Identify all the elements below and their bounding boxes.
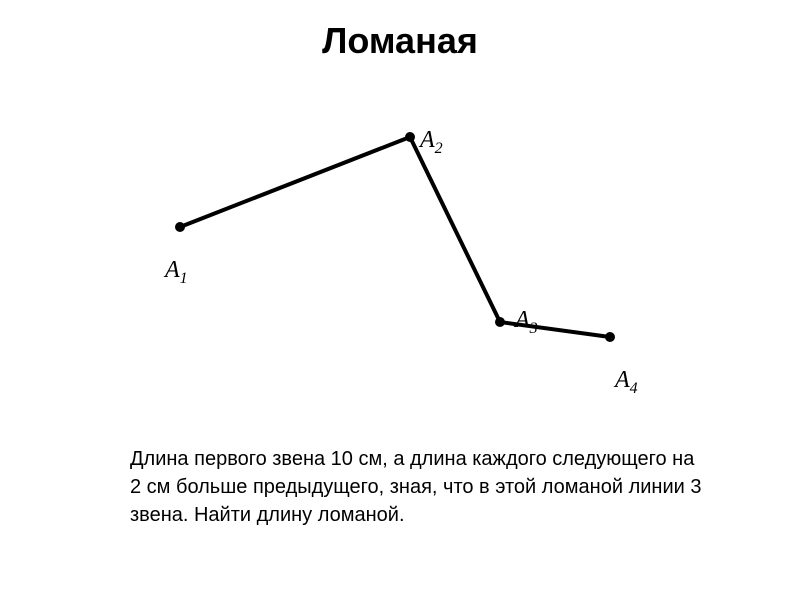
point-label-2: A2 — [420, 127, 443, 158]
page-title: Ломаная — [0, 0, 800, 62]
problem-description: Длина первого звена 10 см, а длина каждо… — [130, 445, 710, 529]
point-label-1: A1 — [165, 257, 188, 288]
point-label-3: A3 — [515, 307, 538, 338]
point-label-4: A4 — [615, 367, 638, 398]
polyline-svg — [100, 92, 700, 392]
polyline-diagram: A1A2A3A4 — [100, 92, 700, 392]
